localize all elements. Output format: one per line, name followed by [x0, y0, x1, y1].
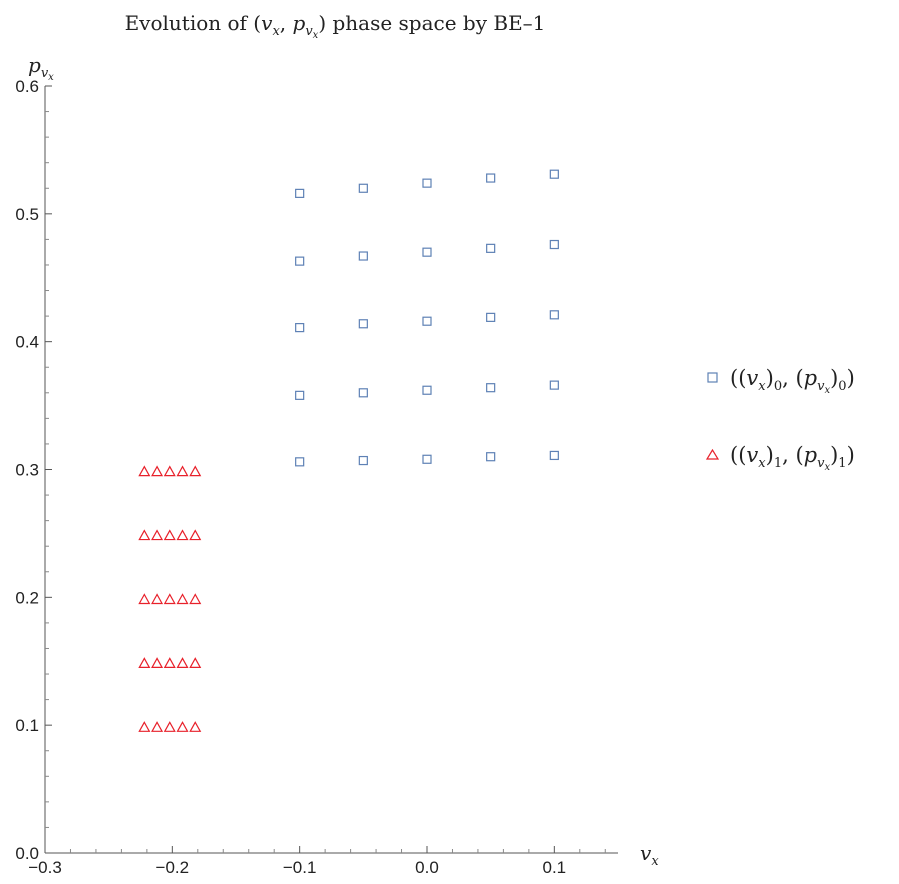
legend-triangle-marker [705, 448, 720, 460]
legend-square-marker [707, 372, 718, 383]
square-point [358, 319, 368, 329]
y-ticks: 0.0 0.1 0.2 0.3 0.4 0.5 0.6 [15, 77, 52, 863]
triangle-point [176, 721, 189, 732]
square-point [295, 256, 305, 266]
triangle-point [163, 529, 176, 541]
data-points [138, 169, 559, 732]
triangle-point [176, 593, 189, 605]
triangle-point [138, 465, 151, 477]
triangle-point [189, 593, 202, 605]
y-tick-label: 0.0 [15, 844, 39, 863]
title-suffix: ) phase space by BE–1 [318, 11, 545, 35]
square-point [358, 455, 368, 466]
title-prefix: Evolution of ( [125, 11, 262, 35]
square-point [295, 323, 305, 333]
square-point [358, 388, 368, 398]
triangle-point [189, 465, 202, 477]
triangle-point [151, 721, 164, 732]
x-tick-label: 0.1 [543, 858, 567, 877]
y-tick-label: 0.5 [15, 205, 39, 224]
legend-label-initial: ((vx)0, (pvx)0) [730, 366, 855, 396]
title-sep: , [280, 11, 293, 35]
square-point [486, 383, 496, 393]
x-label-main: v [640, 841, 652, 865]
square-point [422, 247, 432, 257]
legend-item-initial: ((vx)0, (pvx)0) [707, 366, 855, 396]
triangle-point [151, 465, 164, 477]
title-var2: p [293, 11, 306, 35]
x-tick-label: −0.2 [156, 858, 190, 877]
triangle-point [151, 657, 164, 669]
square-point [422, 454, 432, 464]
y-label-subsub: x [48, 72, 54, 83]
triangle-point [176, 529, 189, 541]
y-tick-label: 0.6 [15, 77, 39, 96]
square-point [549, 169, 559, 179]
square-point [422, 385, 432, 395]
triangle-point [138, 593, 151, 605]
square-point [295, 188, 305, 198]
x-tick-label: −0.3 [28, 858, 62, 877]
title-var2-subsub: x [313, 30, 319, 41]
triangle-point [176, 465, 189, 477]
triangle-point [151, 529, 164, 541]
triangle-point [163, 721, 176, 732]
title-var1: v [261, 11, 273, 35]
triangle-point [138, 529, 151, 541]
square-point [422, 316, 432, 326]
y-tick-label: 0.3 [15, 461, 39, 480]
triangle-point [189, 721, 202, 732]
title-var1-sub: x [272, 24, 280, 39]
y-tick-label: 0.4 [15, 333, 39, 352]
triangle-point [151, 593, 164, 605]
triangle-point [163, 657, 176, 669]
y-tick-label: 0.2 [15, 588, 39, 607]
x-axis-label: vx [640, 841, 659, 869]
y-axis-label: pvx [28, 53, 54, 83]
legend-label-final: ((vx)1, (pvx)1) [730, 443, 855, 473]
square-point [549, 380, 559, 390]
square-point [422, 178, 432, 188]
title-var2-sub: v [305, 24, 313, 39]
square-point [549, 310, 559, 320]
x-label-sub: x [651, 854, 659, 869]
triangle-point [163, 465, 176, 477]
square-point [486, 452, 496, 462]
square-point [486, 173, 496, 183]
square-point [549, 450, 559, 461]
legend: ((vx)0, (pvx)0) ((vx)1, (pvx)1) [705, 366, 855, 473]
x-tick-label: 0.0 [415, 858, 439, 877]
square-point [295, 457, 305, 467]
triangle-point [138, 721, 151, 732]
triangle-point [189, 657, 202, 669]
square-point [295, 390, 305, 400]
x-tick-label: −0.1 [283, 858, 317, 877]
triangle-point [138, 657, 151, 669]
legend-item-final: ((vx)1, (pvx)1) [705, 443, 855, 473]
triangle-point [189, 529, 202, 541]
chart-title: Evolution of (vx, pvx) phase space by BE… [125, 11, 546, 41]
triangle-point [176, 657, 189, 669]
square-point [549, 239, 559, 250]
triangle-point [163, 593, 176, 605]
y-label-main: p [28, 53, 41, 77]
square-point [358, 183, 368, 193]
square-point [486, 312, 496, 322]
square-point [486, 243, 496, 253]
square-point [358, 251, 368, 261]
y-label-sub: v [41, 66, 49, 81]
y-tick-label: 0.1 [15, 716, 39, 735]
x-ticks: −0.3 −0.2 −0.1 0.0 0.1 [28, 846, 606, 877]
